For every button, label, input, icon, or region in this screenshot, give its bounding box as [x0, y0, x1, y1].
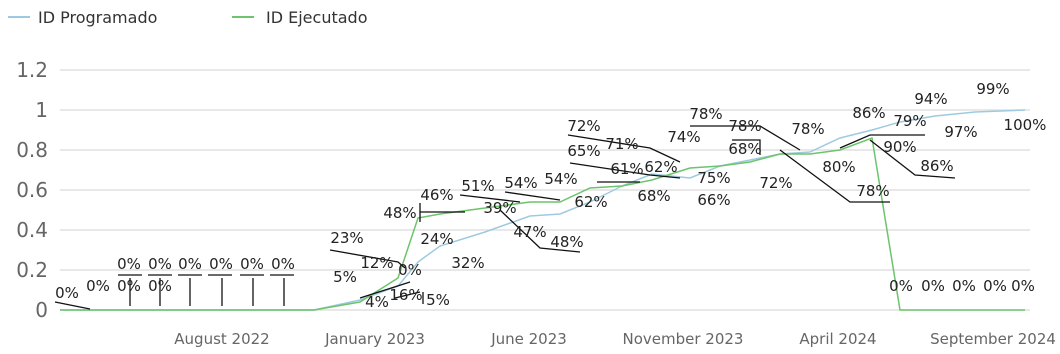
- callout-line: [839, 134, 925, 149]
- callout-line: [499, 209, 581, 253]
- x-tick-label: April 2024: [799, 330, 876, 348]
- data-label: 97%: [944, 123, 977, 141]
- x-tick-label: January 2023: [324, 330, 425, 348]
- data-label: 90%: [883, 138, 916, 156]
- data-label: 68%: [637, 187, 670, 205]
- y-tick-label: 0.6: [16, 178, 48, 202]
- data-label: 0%: [117, 255, 141, 273]
- callout-line: [504, 191, 561, 201]
- data-label: 32%: [451, 254, 484, 272]
- callout-line: [329, 249, 406, 269]
- data-label: 54%: [544, 170, 577, 188]
- callout-line: [567, 134, 681, 163]
- data-label: 0%: [983, 277, 1007, 295]
- y-tick-label: 0.4: [16, 218, 48, 242]
- data-label: 75%: [697, 169, 730, 187]
- data-label: 0%: [178, 255, 202, 273]
- data-label: 68%: [728, 140, 761, 158]
- data-label: 0%: [398, 261, 422, 279]
- data-label: 74%: [667, 128, 700, 146]
- callout-line: [459, 194, 521, 203]
- x-tick-label: September 2024: [930, 330, 1056, 348]
- data-label: 46%: [420, 186, 453, 204]
- callout-line: [690, 125, 801, 151]
- data-label: 0%: [55, 284, 79, 302]
- data-label: 61%: [610, 160, 643, 178]
- data-label: 78%: [791, 120, 824, 138]
- callouts: [54, 125, 956, 310]
- y-tick-label: 1: [35, 98, 48, 122]
- callout-line: [394, 291, 421, 299]
- callout-line: [869, 139, 956, 179]
- data-label: 78%: [728, 117, 761, 135]
- series-line-executed: [60, 136, 1025, 311]
- data-label: 86%: [852, 104, 885, 122]
- data-label: 12%: [360, 254, 393, 272]
- series-lines: [60, 109, 1026, 311]
- x-tick-label: June 2023: [490, 330, 567, 348]
- data-label: 24%: [420, 230, 453, 248]
- callout-line: [54, 301, 91, 310]
- data-label: 0%: [889, 277, 913, 295]
- data-label: 4%: [365, 293, 389, 311]
- data-label: 66%: [697, 191, 730, 209]
- y-tick-label: 0.8: [16, 138, 48, 162]
- y-axis: 0 0.2 0.4 0.6 0.8 1 1.2: [16, 58, 48, 322]
- data-label: 0%: [117, 277, 141, 295]
- data-label: 0%: [921, 277, 945, 295]
- data-label: 48%: [550, 233, 583, 251]
- data-labels: 0% 0%0% 0% 0% 0% 0% 0%0% 0% 5%4% 16% 5%12% 0%23% 24%…: [55, 80, 1046, 311]
- x-tick-label: November 2023: [623, 330, 744, 348]
- data-label: 5%: [333, 268, 357, 286]
- data-label: 79%: [893, 112, 926, 130]
- x-tick-label: August 2022: [174, 330, 269, 348]
- data-label: 51%: [461, 177, 494, 195]
- data-label: 86%: [920, 157, 953, 175]
- data-label: 94%: [914, 90, 947, 108]
- data-label: 54%: [504, 174, 537, 192]
- data-label: 0%: [148, 277, 172, 295]
- data-label: 99%: [976, 80, 1009, 98]
- data-label: 100%: [1004, 116, 1047, 134]
- x-axis: August 2022 January 2023 June 2023 November…: [174, 330, 1056, 348]
- data-label: 80%: [822, 158, 855, 176]
- callout-line: [569, 162, 681, 179]
- data-label: 47%: [513, 223, 546, 241]
- callout-line: [732, 139, 761, 155]
- legend-label-executed: ID Ejecutado: [266, 8, 367, 27]
- data-label: 39%: [483, 199, 516, 217]
- data-label: 0%: [86, 277, 110, 295]
- data-label: 48%: [383, 204, 416, 222]
- legend-label-planned: ID Programado: [38, 8, 157, 27]
- data-label: 71%: [605, 135, 638, 153]
- data-label: 0%: [240, 255, 264, 273]
- data-label: 65%: [567, 142, 600, 160]
- data-label: 62%: [644, 158, 677, 176]
- data-label: 16%: [389, 286, 422, 304]
- data-label: 0%: [148, 255, 172, 273]
- data-label: 0%: [952, 277, 976, 295]
- data-label: 0%: [209, 255, 233, 273]
- data-label: 5%: [426, 291, 450, 309]
- data-label: 62%: [574, 193, 607, 211]
- data-label: 78%: [856, 182, 889, 200]
- data-label: 0%: [1011, 277, 1035, 295]
- data-label: 78%: [689, 105, 722, 123]
- y-tick-label: 0: [35, 298, 48, 322]
- y-tick-label: 1.2: [16, 58, 48, 82]
- data-label: 72%: [567, 117, 600, 135]
- data-label: 0%: [271, 255, 295, 273]
- series-line-planned: [60, 109, 1026, 311]
- legend: ID Programado ID Ejecutado: [8, 8, 367, 27]
- data-label: 23%: [330, 229, 363, 247]
- callout-line: [779, 149, 890, 203]
- callout-line: [359, 281, 411, 299]
- y-tick-label: 0.2: [16, 258, 48, 282]
- data-label: 72%: [759, 174, 792, 192]
